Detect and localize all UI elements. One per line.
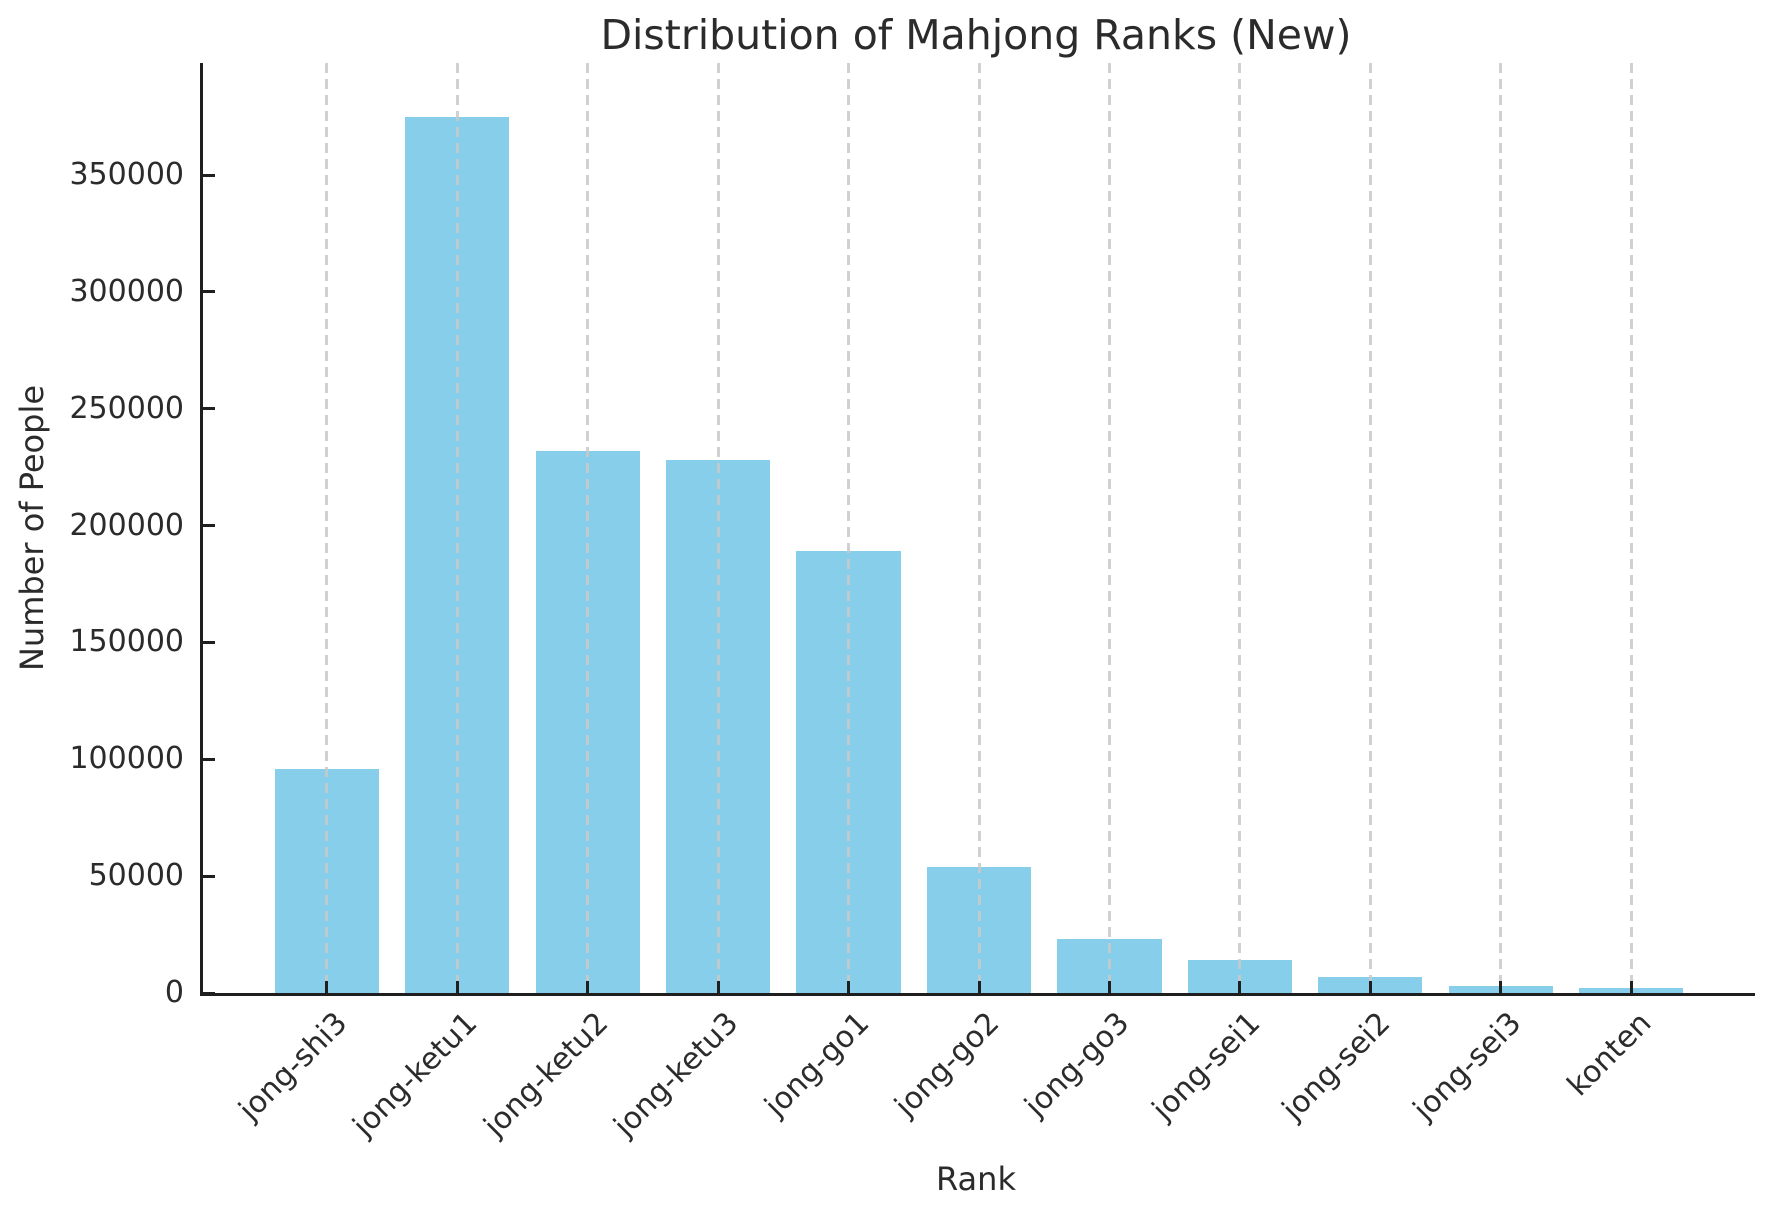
gridline [1499, 63, 1503, 993]
y-tick-mark [203, 173, 215, 177]
x-axis-label: Rank [936, 1160, 1016, 1198]
x-tick-mark [1107, 981, 1111, 993]
y-tick-label: 0 [164, 975, 184, 1010]
y-tick-mark [203, 407, 215, 411]
x-tick-label: jong-sei2 [1275, 1005, 1398, 1128]
plot-area [200, 63, 1755, 996]
gridline [455, 63, 459, 993]
x-tick-mark [1499, 981, 1503, 993]
y-tick-mark [203, 757, 215, 761]
gridline [1107, 63, 1111, 993]
gridline [325, 63, 329, 993]
x-tick-mark [977, 981, 981, 993]
gridline [716, 63, 720, 993]
y-tick-label: 300000 [69, 273, 184, 309]
x-tick-label: jong-go1 [757, 1005, 876, 1124]
y-tick-mark [203, 640, 215, 644]
x-tick-label: konten [1560, 1005, 1659, 1104]
x-tick-label: jong-ketu2 [477, 1005, 616, 1144]
y-tick-label: 250000 [69, 390, 184, 426]
x-tick-mark [1629, 981, 1633, 993]
x-tick-mark [847, 981, 851, 993]
y-tick-label: 100000 [69, 741, 184, 777]
x-tick-mark [325, 981, 329, 993]
x-tick-label: jong-ketu3 [607, 1005, 746, 1144]
y-tick-mark [203, 991, 215, 995]
x-tick-label: jong-shi3 [232, 1005, 355, 1128]
gridline [977, 63, 981, 993]
gridline [1629, 63, 1633, 993]
gridline [586, 63, 590, 993]
y-tick-mark [203, 524, 215, 528]
x-tick-label: jong-sei1 [1145, 1005, 1268, 1128]
gridline [847, 63, 851, 993]
x-tick-mark [1368, 981, 1372, 993]
y-tick-label: 350000 [69, 157, 184, 193]
x-tick-label: jong-sei3 [1406, 1005, 1529, 1128]
y-tick-label: 200000 [69, 507, 184, 543]
x-tick-mark [716, 981, 720, 993]
x-tick-mark [1238, 981, 1242, 993]
x-tick-label: jong-go3 [1018, 1005, 1137, 1124]
x-tick-label: jong-go2 [888, 1005, 1007, 1124]
gridline [1368, 63, 1372, 993]
chart-title: Distribution of Mahjong Ranks (New) [600, 11, 1352, 59]
y-tick-label: 150000 [69, 624, 184, 660]
y-tick-label: 50000 [88, 858, 184, 894]
x-tick-label: jong-ketu1 [346, 1005, 485, 1144]
x-tick-mark [586, 981, 590, 993]
y-tick-mark [203, 290, 215, 294]
x-tick-mark [455, 981, 459, 993]
gridline [1238, 63, 1242, 993]
y-tick-mark [203, 874, 215, 878]
